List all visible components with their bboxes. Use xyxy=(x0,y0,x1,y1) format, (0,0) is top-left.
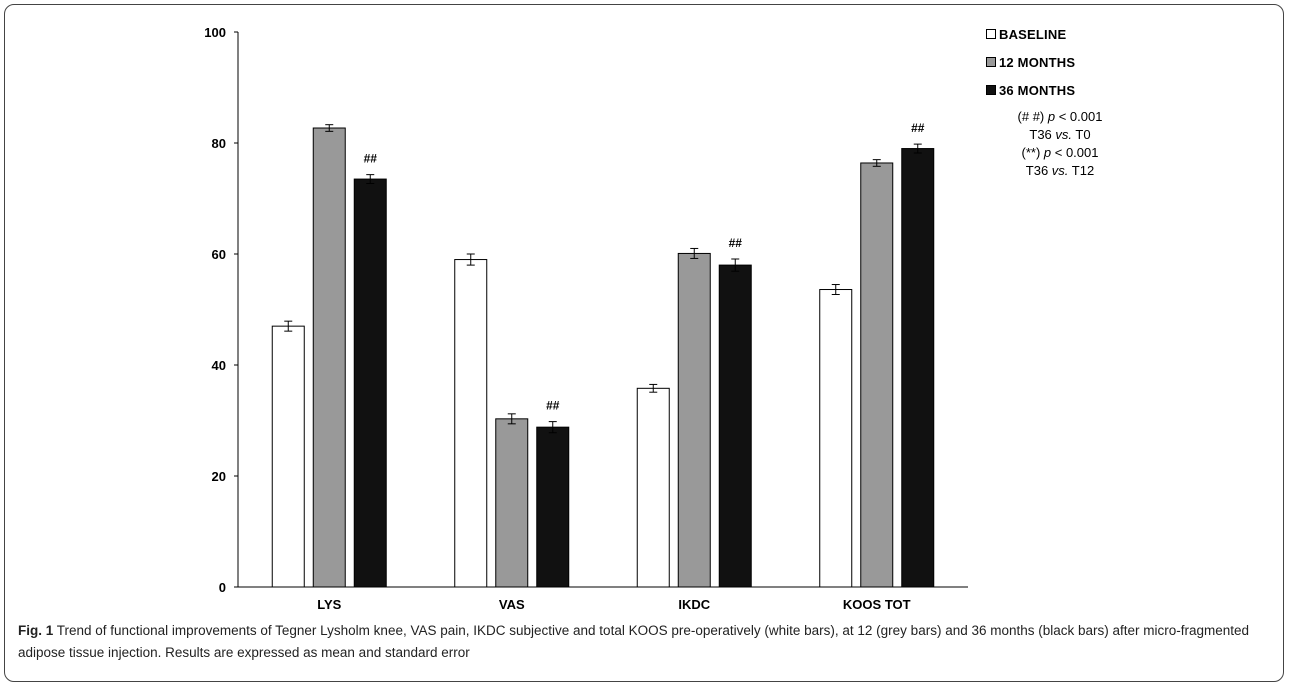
legend-swatch-36-months xyxy=(986,85,996,95)
y-tick-label-20: 20 xyxy=(212,469,226,484)
significance-koos-tot: ## xyxy=(911,121,925,135)
significance-lys: ## xyxy=(364,152,378,166)
bar-chart: 0 20 40 60 80 100 LYS VAS IKDC KOOS TOT ## ## ## ## xyxy=(204,25,968,612)
x-label-koos-tot: KOOS TOT xyxy=(843,597,911,612)
legend-item-12-months: 12 MONTHS xyxy=(986,52,1075,72)
bar-ikdc-baseline xyxy=(636,387,670,588)
significance-vas: ## xyxy=(546,399,560,413)
legend-label-baseline: BASELINE xyxy=(999,26,1067,42)
legend-swatch-12-months xyxy=(986,57,996,67)
x-label-ikdc: IKDC xyxy=(678,597,710,612)
legend-label-36-months: 36 MONTHS xyxy=(999,82,1076,98)
legend-item-baseline: BASELINE xyxy=(986,24,1075,44)
note-line-4: T36 vs. T12 xyxy=(1025,163,1095,178)
bar-ikdc-36-months xyxy=(718,264,752,588)
x-label-vas: VAS xyxy=(499,597,525,612)
significance-ikdc: ## xyxy=(729,236,743,250)
caption-label: Fig. 1 xyxy=(18,623,54,638)
bar-vas-12-months xyxy=(495,418,529,588)
figure-frame xyxy=(4,4,1284,682)
y-tick-label-80: 80 xyxy=(212,136,226,151)
bar-lys-baseline xyxy=(271,325,305,588)
figure-caption: Fig. 1 Trend of functional improvements … xyxy=(18,620,1268,664)
bar-koos-tot-baseline xyxy=(819,289,853,588)
bar-lys-36-months xyxy=(353,178,387,588)
note-line-2: T36 vs. T0 xyxy=(1029,127,1091,142)
legend-swatch-baseline xyxy=(986,29,996,39)
significance-notes: (# #) p < 0.001 T36 vs. T0 (**) p < 0.00… xyxy=(990,108,1130,180)
note-line-1: (# #) p < 0.001 xyxy=(1017,109,1103,124)
bar-lys-12-months xyxy=(312,127,346,588)
y-tick-label-40: 40 xyxy=(212,358,226,373)
y-tick-label-0: 0 xyxy=(219,580,226,595)
legend-item-36-months: 36 MONTHS xyxy=(986,80,1075,100)
chart-legend: BASELINE 12 MONTHS 36 MONTHS xyxy=(986,24,1075,108)
bar-ikdc-12-months xyxy=(677,252,711,588)
bar-vas-36-months xyxy=(536,426,570,588)
bar-koos-tot-12-months xyxy=(860,162,894,588)
legend-label-12-months: 12 MONTHS xyxy=(999,54,1076,70)
y-tick-label-60: 60 xyxy=(212,247,226,262)
bar-koos-tot-36-months xyxy=(901,148,935,588)
bar-vas-baseline xyxy=(454,259,488,588)
x-label-lys: LYS xyxy=(317,597,341,612)
caption-text: Trend of functional improvements of Tegn… xyxy=(18,623,1250,660)
note-line-3: (**) p < 0.001 xyxy=(1021,145,1099,160)
y-tick-label-100: 100 xyxy=(204,25,226,40)
